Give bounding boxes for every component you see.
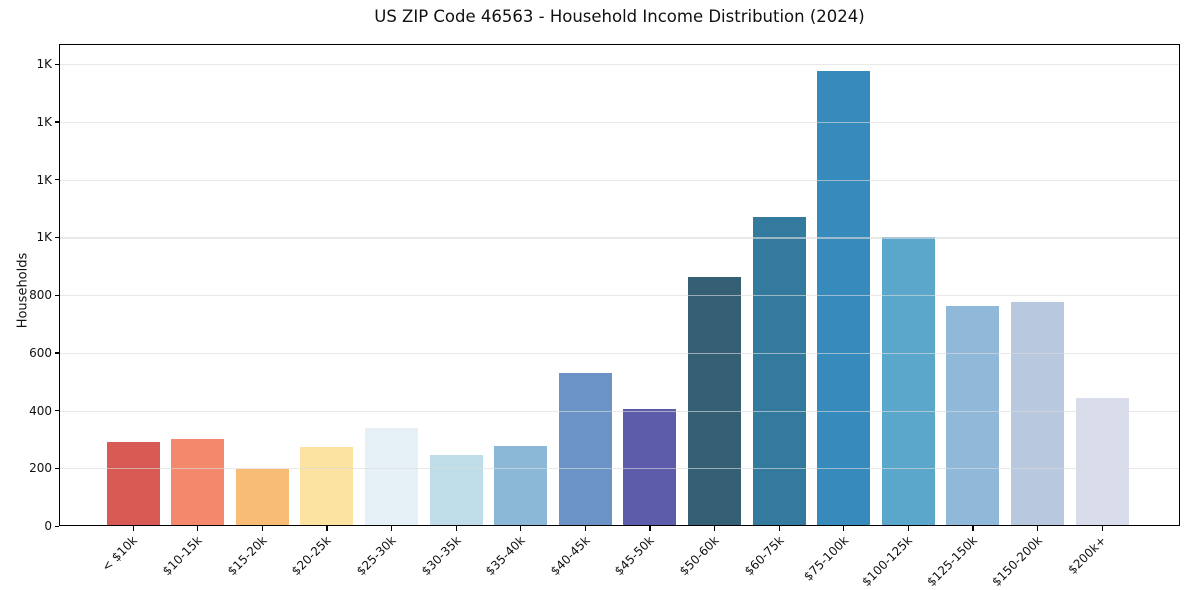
bar-$40-45k xyxy=(558,373,612,526)
x-tick-mark xyxy=(907,526,909,531)
plot-area xyxy=(59,44,1180,526)
bar-$10-15k xyxy=(171,439,225,526)
bar-$150-200k xyxy=(1010,302,1064,526)
x-tick-mark xyxy=(584,526,586,531)
x-tick-label: $50-60k xyxy=(676,533,722,579)
bar-$50-60k xyxy=(687,277,741,526)
x-tick-label: $100-125k xyxy=(859,533,916,589)
y-gridline xyxy=(59,295,1180,297)
bar-$20-25k xyxy=(300,447,354,526)
y-tick-mark xyxy=(55,410,59,412)
y-gridline xyxy=(59,468,1180,470)
x-tick-label: $20-25k xyxy=(289,533,335,579)
bar-$25-30k xyxy=(364,427,418,526)
x-tick-label: $45-50k xyxy=(612,533,658,579)
y-tick-label: 400 xyxy=(29,403,52,418)
x-tick-mark xyxy=(649,526,651,531)
bar-$35-40k xyxy=(494,445,548,526)
y-tick-mark xyxy=(55,294,59,296)
x-tick-label: $40-45k xyxy=(547,533,593,579)
y-gridline xyxy=(59,237,1180,239)
bar-$125-150k xyxy=(946,306,1000,526)
bar-$30-35k xyxy=(429,455,483,526)
y-tick-mark xyxy=(55,467,59,470)
x-tick-label: $30-35k xyxy=(418,533,464,579)
x-tick-label: $150-200k xyxy=(988,533,1045,589)
chart-title: US ZIP Code 46563 - Household Income Dis… xyxy=(374,7,865,26)
y-gridline xyxy=(59,410,1180,412)
x-tick-mark xyxy=(326,526,328,531)
y-gridline xyxy=(59,121,1180,124)
x-tick-label: $10-15k xyxy=(159,533,205,579)
bar-< $10k xyxy=(106,442,160,526)
x-tick-mark xyxy=(713,526,716,531)
y-tick-mark xyxy=(55,525,59,527)
y-tick-label: 1K xyxy=(36,230,52,245)
x-tick-label: < $10k xyxy=(99,533,141,575)
x-tick-label: $200k+ xyxy=(1065,533,1110,577)
x-tick-mark xyxy=(1036,526,1039,531)
y-tick-label: 0 xyxy=(44,519,52,533)
x-tick-label: $15-20k xyxy=(224,533,270,579)
y-tick-label: 200 xyxy=(29,461,52,476)
x-tick-mark xyxy=(132,526,134,531)
y-tick-mark xyxy=(55,352,59,354)
y-tick-mark xyxy=(55,63,59,65)
y-tick-mark xyxy=(55,236,59,239)
x-tick-mark xyxy=(520,526,522,531)
bar-$45-50k xyxy=(623,408,677,526)
x-tick-mark xyxy=(390,526,393,531)
x-tick-mark xyxy=(455,526,457,531)
x-tick-label: $25-30k xyxy=(353,533,399,579)
x-tick-mark xyxy=(778,526,780,531)
y-tick-mark xyxy=(55,121,59,123)
y-gridline xyxy=(59,64,1180,66)
x-tick-mark xyxy=(197,526,199,531)
bar-$200k+ xyxy=(1075,397,1129,526)
y-tick-label: 1K xyxy=(36,57,52,72)
x-tick-mark xyxy=(972,526,974,531)
y-gridline xyxy=(59,179,1180,181)
bar-$75-100k xyxy=(817,70,871,526)
x-tick-mark xyxy=(843,526,845,531)
y-tick-label: 600 xyxy=(29,345,52,360)
x-tick-mark xyxy=(261,526,263,531)
bar-$15-20k xyxy=(235,468,289,526)
bar-$100-125k xyxy=(881,236,935,526)
bar-$60-75k xyxy=(752,217,806,526)
x-tick-label: $75-100k xyxy=(800,533,851,584)
y-tick-label: 1K xyxy=(36,172,52,187)
y-tick-mark xyxy=(55,179,59,181)
x-tick-mark xyxy=(1101,526,1103,531)
y-tick-label: 1K xyxy=(36,114,52,129)
x-tick-label: $35-40k xyxy=(482,533,528,579)
x-tick-label: $60-75k xyxy=(741,533,787,579)
x-tick-label: $125-150k xyxy=(924,533,981,589)
y-gridline xyxy=(59,352,1180,354)
y-tick-label: 800 xyxy=(29,288,52,303)
